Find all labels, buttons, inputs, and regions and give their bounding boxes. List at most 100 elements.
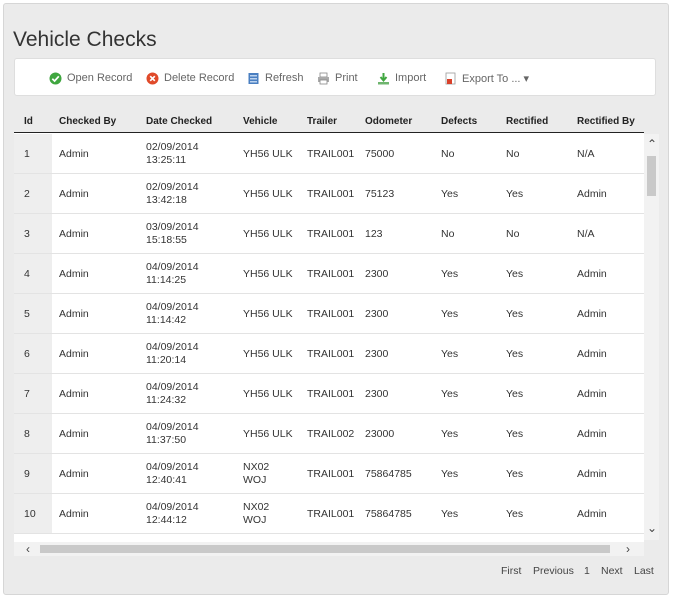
- cell-odometer: 75000: [365, 148, 395, 160]
- cell-trailer: TRAIL002: [307, 428, 355, 440]
- column-header-rectified[interactable]: Rectified: [506, 116, 549, 127]
- column-header-date-checked[interactable]: Date Checked: [146, 116, 213, 127]
- vehicle-checks-table: Id Checked By Date Checked Vehicle Trail…: [14, 110, 644, 542]
- cell-defects: Yes: [441, 468, 459, 480]
- delete-record-button[interactable]: Delete Record: [146, 70, 234, 86]
- cell-id: 2: [24, 188, 30, 200]
- cell-id: 10: [24, 508, 36, 520]
- id-cell-background: [14, 334, 52, 373]
- cell-defects: No: [441, 228, 455, 240]
- refresh-label: Refresh: [265, 72, 304, 84]
- cell-rectified-by: Admin: [577, 428, 607, 440]
- vertical-scroll-thumb[interactable]: [647, 156, 656, 196]
- toolbar: Open Record Delete Record Refresh Print …: [14, 58, 656, 96]
- cell-odometer: 23000: [365, 428, 395, 440]
- pager-current-page[interactable]: 1: [584, 565, 590, 577]
- cell-defects: Yes: [441, 308, 459, 320]
- cell-defects: Yes: [441, 508, 459, 520]
- print-button[interactable]: Print: [317, 70, 358, 86]
- print-label: Print: [335, 72, 358, 84]
- horizontal-scrollbar[interactable]: ‹ ›: [14, 542, 644, 556]
- export-to-button[interactable]: Export To ... ▾: [444, 70, 529, 86]
- cell-odometer: 2300: [365, 388, 389, 400]
- column-header-rectified-by[interactable]: Rectified By: [577, 116, 635, 127]
- cell-date: 04/09/2014: [146, 421, 199, 433]
- column-header-trailer[interactable]: Trailer: [307, 116, 338, 127]
- scroll-right-icon[interactable]: ›: [626, 542, 630, 556]
- cell-vehicle: YH56 ULK: [243, 268, 293, 280]
- table-row[interactable]: 9 Admin 04/09/2014 12:40:41 NX02 WOJ TRA…: [14, 454, 644, 494]
- cell-rectified: Yes: [506, 468, 524, 480]
- cell-time: 12:40:41: [146, 474, 187, 486]
- page-title: Vehicle Checks: [13, 28, 157, 51]
- delete-record-label: Delete Record: [164, 72, 235, 84]
- column-header-odometer[interactable]: Odometer: [365, 116, 413, 127]
- cell-defects: Yes: [441, 348, 459, 360]
- id-cell-background: [14, 174, 52, 213]
- cell-id: 5: [24, 308, 30, 320]
- cell-defects: Yes: [441, 388, 459, 400]
- pager-first-link[interactable]: First: [501, 565, 522, 577]
- id-cell-background: [14, 374, 52, 413]
- column-header-id[interactable]: Id: [24, 116, 33, 127]
- table-row[interactable]: 10 Admin 04/09/2014 12:44:12 NX02 WOJ TR…: [14, 494, 644, 534]
- cell-id: 7: [24, 388, 30, 400]
- cell-rectified: No: [506, 148, 520, 160]
- id-cell-background: [14, 494, 52, 533]
- cell-vehicle-line2: WOJ: [243, 514, 267, 526]
- horizontal-scroll-thumb[interactable]: [40, 545, 610, 553]
- check-circle-icon: [49, 72, 62, 84]
- cell-trailer: TRAIL001: [307, 308, 355, 320]
- cell-trailer: TRAIL001: [307, 268, 355, 280]
- cell-rectified: Yes: [506, 508, 524, 520]
- scroll-down-icon[interactable]: ⌄: [647, 521, 658, 535]
- cell-checked-by: Admin: [59, 188, 89, 200]
- column-header-vehicle[interactable]: Vehicle: [243, 116, 278, 127]
- cell-defects: No: [441, 148, 455, 160]
- cell-rectified: Yes: [506, 308, 524, 320]
- table-row[interactable]: 1 Admin 02/09/2014 13:25:11 YH56 ULK TRA…: [14, 134, 644, 174]
- id-cell-background: [14, 294, 52, 333]
- table-row[interactable]: 8 Admin 04/09/2014 11:37:50 YH56 ULK TRA…: [14, 414, 644, 454]
- id-cell-background: [14, 414, 52, 453]
- open-record-button[interactable]: Open Record: [49, 70, 132, 86]
- cell-trailer: TRAIL001: [307, 348, 355, 360]
- cell-vehicle: NX02: [243, 501, 270, 513]
- cell-id: 9: [24, 468, 30, 480]
- refresh-button[interactable]: Refresh: [247, 70, 304, 86]
- cell-time: 11:14:42: [146, 314, 187, 326]
- id-cell-background: [14, 214, 52, 253]
- cell-vehicle: YH56 ULK: [243, 388, 293, 400]
- pager-next-link[interactable]: Next: [601, 565, 623, 577]
- pager-last-link[interactable]: Last: [634, 565, 654, 577]
- cell-id: 1: [24, 148, 30, 160]
- import-icon: [378, 72, 389, 84]
- vertical-scrollbar[interactable]: ⌃ ⌄: [644, 134, 659, 540]
- column-header-checked-by[interactable]: Checked By: [59, 116, 117, 127]
- scroll-left-icon[interactable]: ‹: [26, 542, 30, 556]
- import-label: Import: [395, 72, 427, 84]
- cell-rectified-by: Admin: [577, 508, 607, 520]
- cell-time: 12:44:12: [146, 514, 187, 526]
- table-row[interactable]: 6 Admin 04/09/2014 11:20:14 YH56 ULK TRA…: [14, 334, 644, 374]
- cell-vehicle: YH56 ULK: [243, 228, 293, 240]
- cell-date: 04/09/2014: [146, 461, 199, 473]
- table-body: 1 Admin 02/09/2014 13:25:11 YH56 ULK TRA…: [14, 134, 644, 534]
- table-row[interactable]: 2 Admin 02/09/2014 13:42:18 YH56 ULK TRA…: [14, 174, 644, 214]
- column-header-defects[interactable]: Defects: [441, 116, 478, 127]
- cell-odometer: 2300: [365, 348, 389, 360]
- cell-id: 6: [24, 348, 30, 360]
- table-row[interactable]: 7 Admin 04/09/2014 11:24:32 YH56 ULK TRA…: [14, 374, 644, 414]
- cell-trailer: TRAIL001: [307, 148, 355, 160]
- table-row[interactable]: 5 Admin 04/09/2014 11:14:42 YH56 ULK TRA…: [14, 294, 644, 334]
- refresh-icon: [248, 72, 259, 84]
- table-row[interactable]: 3 Admin 03/09/2014 15:18:55 YH56 ULK TRA…: [14, 214, 644, 254]
- cell-time: 11:24:32: [146, 394, 187, 406]
- table-row[interactable]: 4 Admin 04/09/2014 11:14:25 YH56 ULK TRA…: [14, 254, 644, 294]
- import-button[interactable]: Import: [377, 70, 426, 86]
- cell-vehicle: YH56 ULK: [243, 308, 293, 320]
- cell-rectified-by: Admin: [577, 468, 607, 480]
- cell-checked-by: Admin: [59, 308, 89, 320]
- pager-previous-link[interactable]: Previous: [533, 565, 574, 577]
- scroll-up-icon[interactable]: ⌃: [647, 137, 658, 151]
